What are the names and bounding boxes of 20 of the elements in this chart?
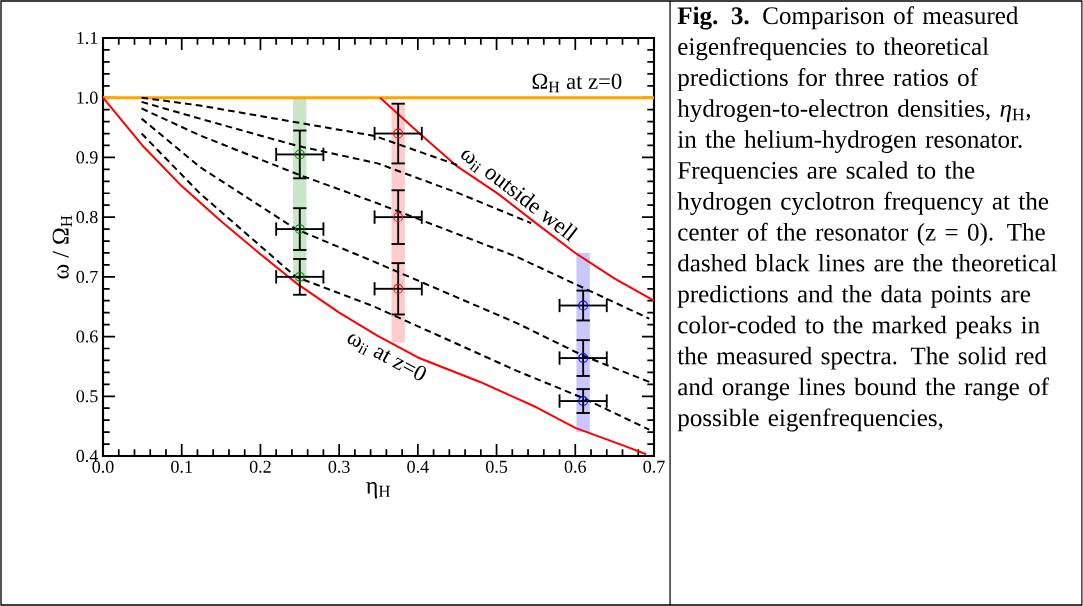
x-tick-label: 0.5 (486, 460, 508, 473)
x-tick-label: 0.0 (92, 460, 114, 473)
x-tick-label: 0.2 (249, 460, 271, 473)
y-tick-label: 1.0 (77, 91, 98, 104)
text: Fig. 3. Comparison of measured eigenfrequencies to theoretical predictions for three ratios of hydrogen-to-electron densities, η$_{H}$, in the helium-hydrogen resonator. Frequencies are scaled to the hydrogen cyclotron frequency at the center of the resonator (z = 0). The dashed black lines are the theoretical predictions and the data points are color-coded to the marked peaks in the measured spectra. The solid red and orange lines bound the range of possible eigenfrequencies, (677, 6, 1057, 432)
y-tick-label: 0.5 (76, 390, 98, 403)
x-tick-label: 0.4 (407, 460, 429, 473)
y-tick-label: 1.1 (77, 31, 98, 45)
series-label: Ω$_{H}$ at z=0 (532, 73, 622, 93)
x-axis-title: η$_{H}$ (366, 482, 390, 499)
x-tick-label: 0.1 (171, 460, 192, 473)
y-tick-label: 0.9 (76, 151, 98, 164)
y-axis-title: ω / Ω$_{H}$ (52, 215, 72, 279)
y-tick-label: 0.8 (76, 211, 98, 224)
text: ω$_{ii}$ at z=0 (347, 334, 426, 381)
x-tick-label: 0.7 (643, 460, 665, 473)
x-tick-label: 0.3 (328, 460, 350, 473)
x-tick-label: 0.6 (564, 460, 586, 473)
y-tick-label: 0.7 (76, 270, 98, 283)
y-tick-label: 0.6 (76, 330, 98, 343)
